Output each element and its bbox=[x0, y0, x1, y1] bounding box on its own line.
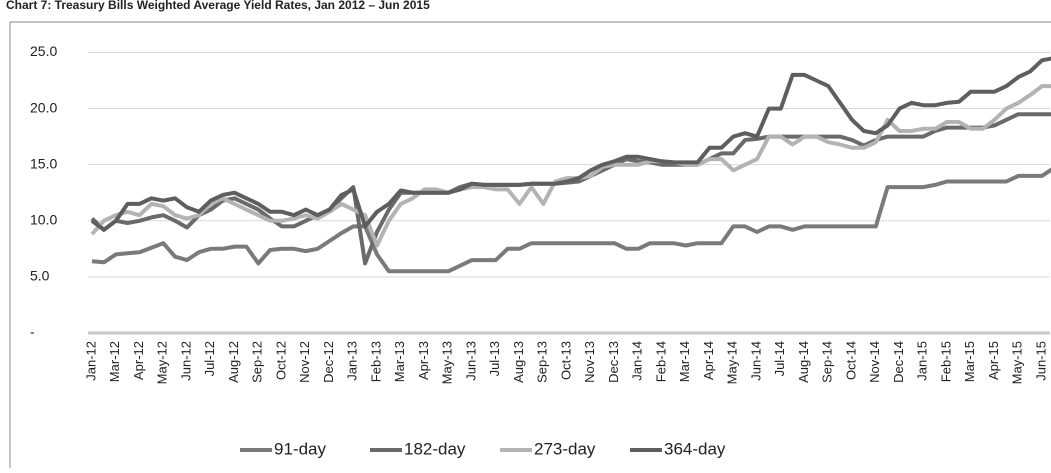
x-tick-label: Sep-14 bbox=[820, 341, 835, 383]
legend-label: 91-day bbox=[274, 439, 326, 458]
x-tick-label: Dec-12 bbox=[321, 341, 336, 383]
x-tick-label: Jan-14 bbox=[630, 341, 645, 381]
y-tick-label: 25.0 bbox=[30, 43, 57, 59]
x-tick-label: Aug-13 bbox=[511, 341, 526, 383]
x-tick-label: Jul-13 bbox=[487, 341, 502, 376]
x-tick-label: Feb-13 bbox=[368, 341, 383, 382]
x-tick-label: Mar-13 bbox=[392, 341, 407, 382]
y-tick-label: - bbox=[30, 324, 35, 340]
x-tick-label: Apr-14 bbox=[701, 341, 716, 380]
x-tick-label: Apr-13 bbox=[416, 341, 431, 380]
x-tick-label: Sep-13 bbox=[535, 341, 550, 383]
x-tick-label: Dec-13 bbox=[606, 341, 621, 383]
x-tick-label: Mar-15 bbox=[962, 341, 977, 382]
x-tick-label: May-15 bbox=[1010, 341, 1025, 384]
x-tick-label: Nov-13 bbox=[582, 341, 597, 383]
legend-label: 273-day bbox=[534, 439, 596, 458]
x-tick-label: Jun-13 bbox=[463, 341, 478, 381]
y-tick-label: 5.0 bbox=[30, 268, 50, 284]
x-tick-label: Nov-12 bbox=[297, 341, 312, 383]
x-tick-label: Nov-14 bbox=[867, 341, 882, 383]
x-tick-label: Jan-13 bbox=[345, 341, 360, 381]
x-tick-label: Jun-15 bbox=[1033, 341, 1048, 381]
series-line bbox=[90, 56, 1051, 232]
series-line bbox=[90, 112, 1051, 266]
legend-label: 182-day bbox=[404, 439, 466, 458]
x-tick-label: Jan-12 bbox=[83, 341, 98, 381]
x-tick-label: Oct-12 bbox=[273, 341, 288, 380]
x-tick-label: Jun-12 bbox=[178, 341, 193, 381]
x-tick-label: Jul-14 bbox=[772, 341, 787, 376]
chart-frame bbox=[9, 21, 1051, 473]
x-tick-label: Mar-14 bbox=[677, 341, 692, 382]
x-tick-label: May-12 bbox=[155, 341, 170, 384]
x-tick-label: Aug-12 bbox=[226, 341, 241, 383]
y-tick-label: 10.0 bbox=[30, 211, 57, 227]
x-tick-label: Jul-12 bbox=[202, 341, 217, 376]
y-tick-label: 20.0 bbox=[30, 99, 57, 115]
y-tick-label: 15.0 bbox=[30, 155, 57, 171]
chart-title: Chart 7: Treasury Bills Weighted Average… bbox=[6, 0, 430, 12]
x-tick-label: Jun-14 bbox=[748, 341, 763, 381]
x-tick-label: Feb-15 bbox=[938, 341, 953, 382]
x-tick-label: Mar-12 bbox=[107, 341, 122, 382]
series-line bbox=[91, 167, 1051, 274]
x-tick-label: Sep-12 bbox=[250, 341, 265, 383]
x-tick-label: Feb-14 bbox=[653, 341, 668, 382]
x-tick-label: Apr-12 bbox=[131, 341, 146, 380]
legend-label: 364-day bbox=[664, 439, 726, 458]
x-tick-label: May-13 bbox=[440, 341, 455, 384]
x-tick-label: Apr-15 bbox=[986, 341, 1001, 380]
x-tick-label: Oct-14 bbox=[843, 341, 858, 380]
x-tick-label: May-14 bbox=[725, 341, 740, 384]
x-tick-label: Jan-15 bbox=[915, 341, 930, 381]
series-line bbox=[90, 84, 1051, 248]
x-tick-label: Dec-14 bbox=[891, 341, 906, 383]
x-tick-label: Oct-13 bbox=[558, 341, 573, 380]
x-tick-label: Aug-14 bbox=[796, 341, 811, 383]
